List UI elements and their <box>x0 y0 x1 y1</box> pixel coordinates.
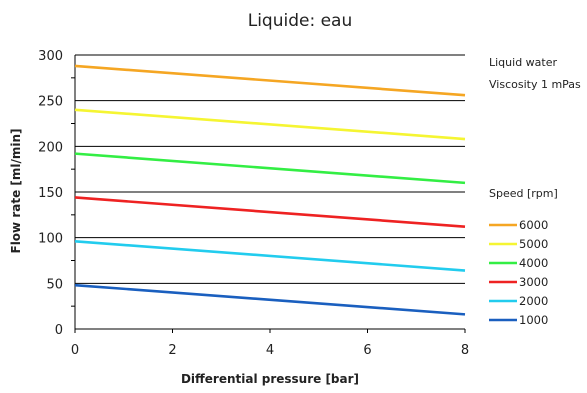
x-tick-label-8: 8 <box>461 343 469 358</box>
legend-label-6000: 6000 <box>519 218 548 232</box>
series-line-1000 <box>74 283 466 316</box>
y-tick-label-200: 200 <box>38 140 63 155</box>
y-tick-label-150: 150 <box>38 186 63 201</box>
series-line-2000 <box>74 240 466 272</box>
series-line-4000 <box>74 152 466 185</box>
legend-label-3000: 3000 <box>519 275 548 289</box>
x-tick-label-6: 6 <box>363 343 371 358</box>
x-tick-label-4: 4 <box>266 343 274 358</box>
legend-label-2000: 2000 <box>519 294 548 308</box>
y-tick-label-250: 250 <box>38 95 63 110</box>
axis-layer <box>71 55 466 333</box>
legend-label-4000: 4000 <box>519 256 548 270</box>
y-tick-label-300: 300 <box>38 49 63 64</box>
series-layer <box>74 64 466 316</box>
x-tick-label-0: 0 <box>71 343 79 358</box>
annotation-viscosity: Viscosity 1 mPas <box>489 78 581 91</box>
y-axis-label: Flow rate [ml/min] <box>9 128 23 253</box>
series-line-5000 <box>74 108 466 141</box>
legend-label-1000: 1000 <box>519 313 548 327</box>
y-tick-label-0: 0 <box>55 323 63 338</box>
annotation-liquid: Liquid water <box>489 56 557 69</box>
x-axis-label: Differential pressure [bar] <box>181 372 359 386</box>
series-line-6000 <box>74 64 466 97</box>
x-tick-label-2: 2 <box>168 343 176 358</box>
tick-layer: 0 50 100 150 200 250 300 0 2 4 6 8 <box>38 49 469 358</box>
grid-layer <box>75 54 465 330</box>
y-tick-label-50: 50 <box>46 277 63 292</box>
y-tick-label-100: 100 <box>38 232 63 247</box>
legend-label-5000: 5000 <box>519 237 548 251</box>
chart-title: Liquide: eau <box>248 11 353 31</box>
series-line-3000 <box>74 196 466 229</box>
legend-title: Speed [rpm] <box>489 187 558 200</box>
legend: 6000 5000 4000 3000 2000 1000 <box>489 218 548 327</box>
